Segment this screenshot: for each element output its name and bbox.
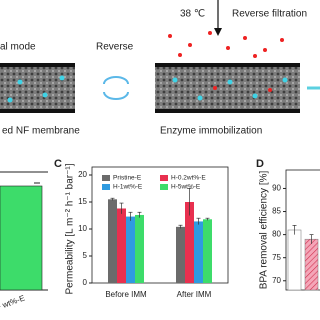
temperature: 38 ℃ xyxy=(180,9,205,20)
legend-swatch xyxy=(102,175,110,181)
y-tick-label: 20 xyxy=(78,170,87,179)
y-tick-label: 15 xyxy=(78,197,87,206)
y-tick-label: 75 xyxy=(272,253,281,262)
bar xyxy=(185,202,194,283)
bar xyxy=(194,221,203,283)
caption: ed NF membrane xyxy=(2,126,80,137)
legend-swatch xyxy=(160,175,168,181)
bar xyxy=(287,229,302,291)
plot-frame xyxy=(91,166,229,284)
mode-label: al mode xyxy=(0,42,36,53)
bar-hatch xyxy=(305,239,318,290)
x-tick-label: Before IMM xyxy=(105,290,147,299)
legend-label: H-0.2wt%-E xyxy=(171,175,206,182)
bar xyxy=(176,226,185,283)
panel-letter: D xyxy=(256,158,264,170)
y-axis-label: BPA removal efficiency [%] xyxy=(259,170,270,289)
membrane-edge xyxy=(0,63,75,67)
x-tick-label: After IMM xyxy=(177,290,212,299)
legend-label: Pristine-E xyxy=(113,175,142,182)
bar xyxy=(135,214,144,283)
membrane-edge xyxy=(155,109,300,113)
bar xyxy=(108,199,117,283)
schematic: al mode Reverse 38 ℃ Reverse filtration … xyxy=(0,0,320,137)
x-tick-label: F wt%-E xyxy=(0,293,26,312)
legend-swatch xyxy=(160,184,168,190)
y-tick-label: 10 xyxy=(78,224,87,233)
arrow-label: Reverse xyxy=(96,42,134,53)
y-axis-label: Permeability [L m⁻² h⁻¹ bar⁻¹] xyxy=(65,163,76,294)
reverse-icon xyxy=(103,76,129,100)
y-tick-label: 90 xyxy=(272,184,281,193)
legend-label: H-1wt%-E xyxy=(113,184,143,191)
membrane-edge xyxy=(155,63,300,67)
y-tick-label: 0 xyxy=(83,278,88,287)
bar xyxy=(126,216,135,283)
caption: Enzyme immobilization xyxy=(160,126,262,137)
membrane xyxy=(155,66,300,110)
enzymes xyxy=(7,75,288,103)
process-label: Reverse filtration xyxy=(232,9,307,20)
legend-swatch xyxy=(102,184,110,190)
bar xyxy=(117,208,126,283)
bar xyxy=(203,219,212,283)
red-particles xyxy=(168,31,284,92)
panel-letter: C xyxy=(54,158,62,170)
y-tick-label: 85 xyxy=(272,207,281,216)
y-tick-label: 70 xyxy=(272,276,281,285)
y-tick-label: 80 xyxy=(272,230,281,239)
panel-b: F wt%-E xyxy=(0,171,48,312)
membrane-edge xyxy=(0,109,75,113)
y-tick-label: 5 xyxy=(83,251,88,260)
legend-label: H-5wt%-E xyxy=(171,184,201,191)
membrane xyxy=(0,66,75,110)
